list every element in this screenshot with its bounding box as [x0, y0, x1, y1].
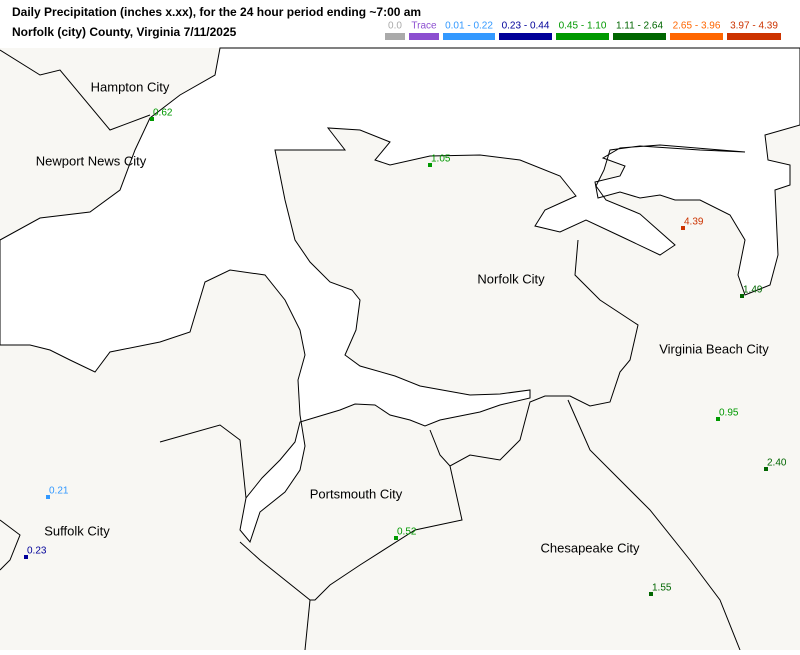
city-label: Virginia Beach City	[659, 341, 769, 356]
subtitle: Norfolk (city) County, Virginia 7/11/202…	[12, 25, 237, 39]
legend-label: 0.0	[388, 21, 402, 32]
station-value: 1.55	[652, 583, 672, 594]
legend-label: 0.45 - 1.10	[559, 21, 607, 32]
station-marker	[649, 592, 653, 596]
legend-label: 3.97 - 4.39	[730, 21, 778, 32]
city-label: Portsmouth City	[310, 486, 403, 501]
station-marker	[740, 294, 744, 298]
station-value: 0.95	[719, 408, 739, 419]
border	[0, 519, 21, 571]
legend-label: 2.65 - 3.96	[673, 21, 721, 32]
city-label: Hampton City	[91, 79, 170, 94]
station-value: 0.21	[49, 486, 69, 497]
city-label: Norfolk City	[477, 271, 545, 286]
station-marker	[46, 495, 50, 499]
city-label: Suffolk City	[44, 523, 110, 538]
title: Daily Precipitation (inches x.xx), for t…	[12, 5, 421, 19]
station-value: 4.39	[684, 217, 704, 228]
water	[0, 47, 800, 544]
legend-label: Trace	[411, 21, 437, 32]
station-value: 0.62	[153, 108, 173, 119]
station-marker	[716, 417, 720, 421]
station-value: 0.23	[27, 546, 47, 557]
station-value: 0.52	[397, 527, 417, 538]
station-value: 2.40	[767, 458, 787, 469]
legend-label: 0.23 - 0.44	[502, 21, 550, 32]
legend-swatch	[409, 33, 439, 40]
legend-swatch	[727, 33, 781, 40]
city-label: Newport News City	[36, 153, 147, 168]
station-marker	[428, 163, 432, 167]
legend-swatch	[443, 33, 495, 40]
border	[429, 239, 639, 467]
legend-swatch	[613, 33, 666, 40]
border	[239, 465, 463, 601]
station-value: 1.49	[743, 285, 763, 296]
border	[304, 599, 311, 651]
legend-label: 1.11 - 2.64	[616, 21, 664, 32]
station-value: 1.05	[431, 154, 451, 165]
legend-swatch	[385, 33, 405, 40]
station-marker	[394, 536, 398, 540]
legend-label: 0.01 - 0.22	[445, 21, 493, 32]
legend-swatch	[556, 33, 609, 40]
station-marker	[150, 117, 154, 121]
border	[0, 49, 151, 131]
border	[159, 424, 247, 499]
legend-swatch	[499, 33, 552, 40]
station-marker	[24, 555, 28, 559]
station-marker	[764, 467, 768, 471]
border	[567, 399, 741, 651]
city-label: Chesapeake City	[541, 540, 640, 555]
station-marker	[681, 226, 685, 230]
legend-swatch	[670, 33, 723, 40]
